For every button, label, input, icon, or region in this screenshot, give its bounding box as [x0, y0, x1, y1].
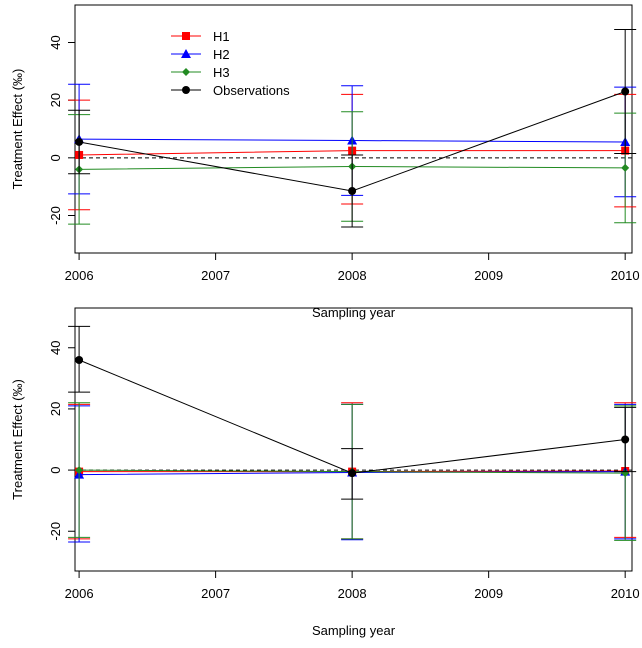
x-tick-label: 2008 — [338, 268, 367, 283]
legend-item-observations: Observations — [171, 83, 290, 98]
data-point — [621, 435, 630, 444]
y-tick-label: 0 — [48, 466, 63, 473]
x-tick-label: 2006 — [65, 586, 94, 601]
y-tick-label: -20 — [48, 522, 63, 541]
y-tick-label: 20 — [48, 402, 63, 416]
y-axis-title: Treatment Effect (‰) — [10, 379, 25, 500]
legend-item-h3: H3 — [171, 65, 230, 80]
y-tick-label: 0 — [48, 154, 63, 161]
y-tick-label: 20 — [48, 93, 63, 107]
data-point — [75, 355, 84, 364]
x-tick-label: 2010 — [611, 586, 640, 601]
y-tick-label: -20 — [48, 206, 63, 225]
legend-label: H3 — [213, 65, 230, 80]
data-point — [75, 137, 84, 146]
data-point — [621, 163, 630, 172]
chart-panel-2: 2006 2007 2008 2009 2010 -20 0 20 40 Sampling yea… — [10, 307, 640, 638]
x-tick-label: 2007 — [201, 268, 230, 283]
data-point — [75, 466, 84, 475]
legend-item-h2: H2 — [171, 47, 230, 62]
series-observations — [68, 325, 637, 500]
legend-label: H1 — [213, 29, 230, 44]
data-point — [348, 187, 357, 195]
x-axis-title: Sampling year — [312, 623, 396, 638]
legend-swatch-marker — [182, 68, 190, 76]
x-tick-label: 2010 — [611, 268, 640, 283]
data-point — [348, 469, 357, 478]
legend: H1 H2 H3 Observations — [171, 29, 290, 98]
legend-swatch-marker — [182, 32, 190, 40]
x-tick-label: 2009 — [474, 268, 503, 283]
x-axis-title: Sampling year — [312, 305, 396, 320]
plot-frame — [74, 307, 633, 572]
chart-panel-1: 2006 2007 2008 2009 2010 -20 0 20 40 Sampling yea… — [10, 4, 640, 320]
y-tick-label: 40 — [48, 341, 63, 355]
series-observations — [68, 29, 637, 228]
y-axis-title: Treatment Effect (‰) — [10, 69, 25, 190]
legend-label: Observations — [213, 83, 290, 98]
x-tick-label: 2006 — [65, 268, 94, 283]
x-tick-label: 2008 — [338, 586, 367, 601]
legend-item-h1: H1 — [171, 29, 230, 44]
x-tick-label: 2009 — [474, 586, 503, 601]
y-tick-label: 40 — [48, 35, 63, 49]
legend-label: H2 — [213, 47, 230, 62]
legend-swatch-marker — [181, 49, 191, 58]
legend-swatch-marker — [182, 86, 190, 94]
plot-frame — [74, 4, 633, 254]
x-tick-label: 2007 — [201, 586, 230, 601]
data-point — [621, 87, 630, 96]
